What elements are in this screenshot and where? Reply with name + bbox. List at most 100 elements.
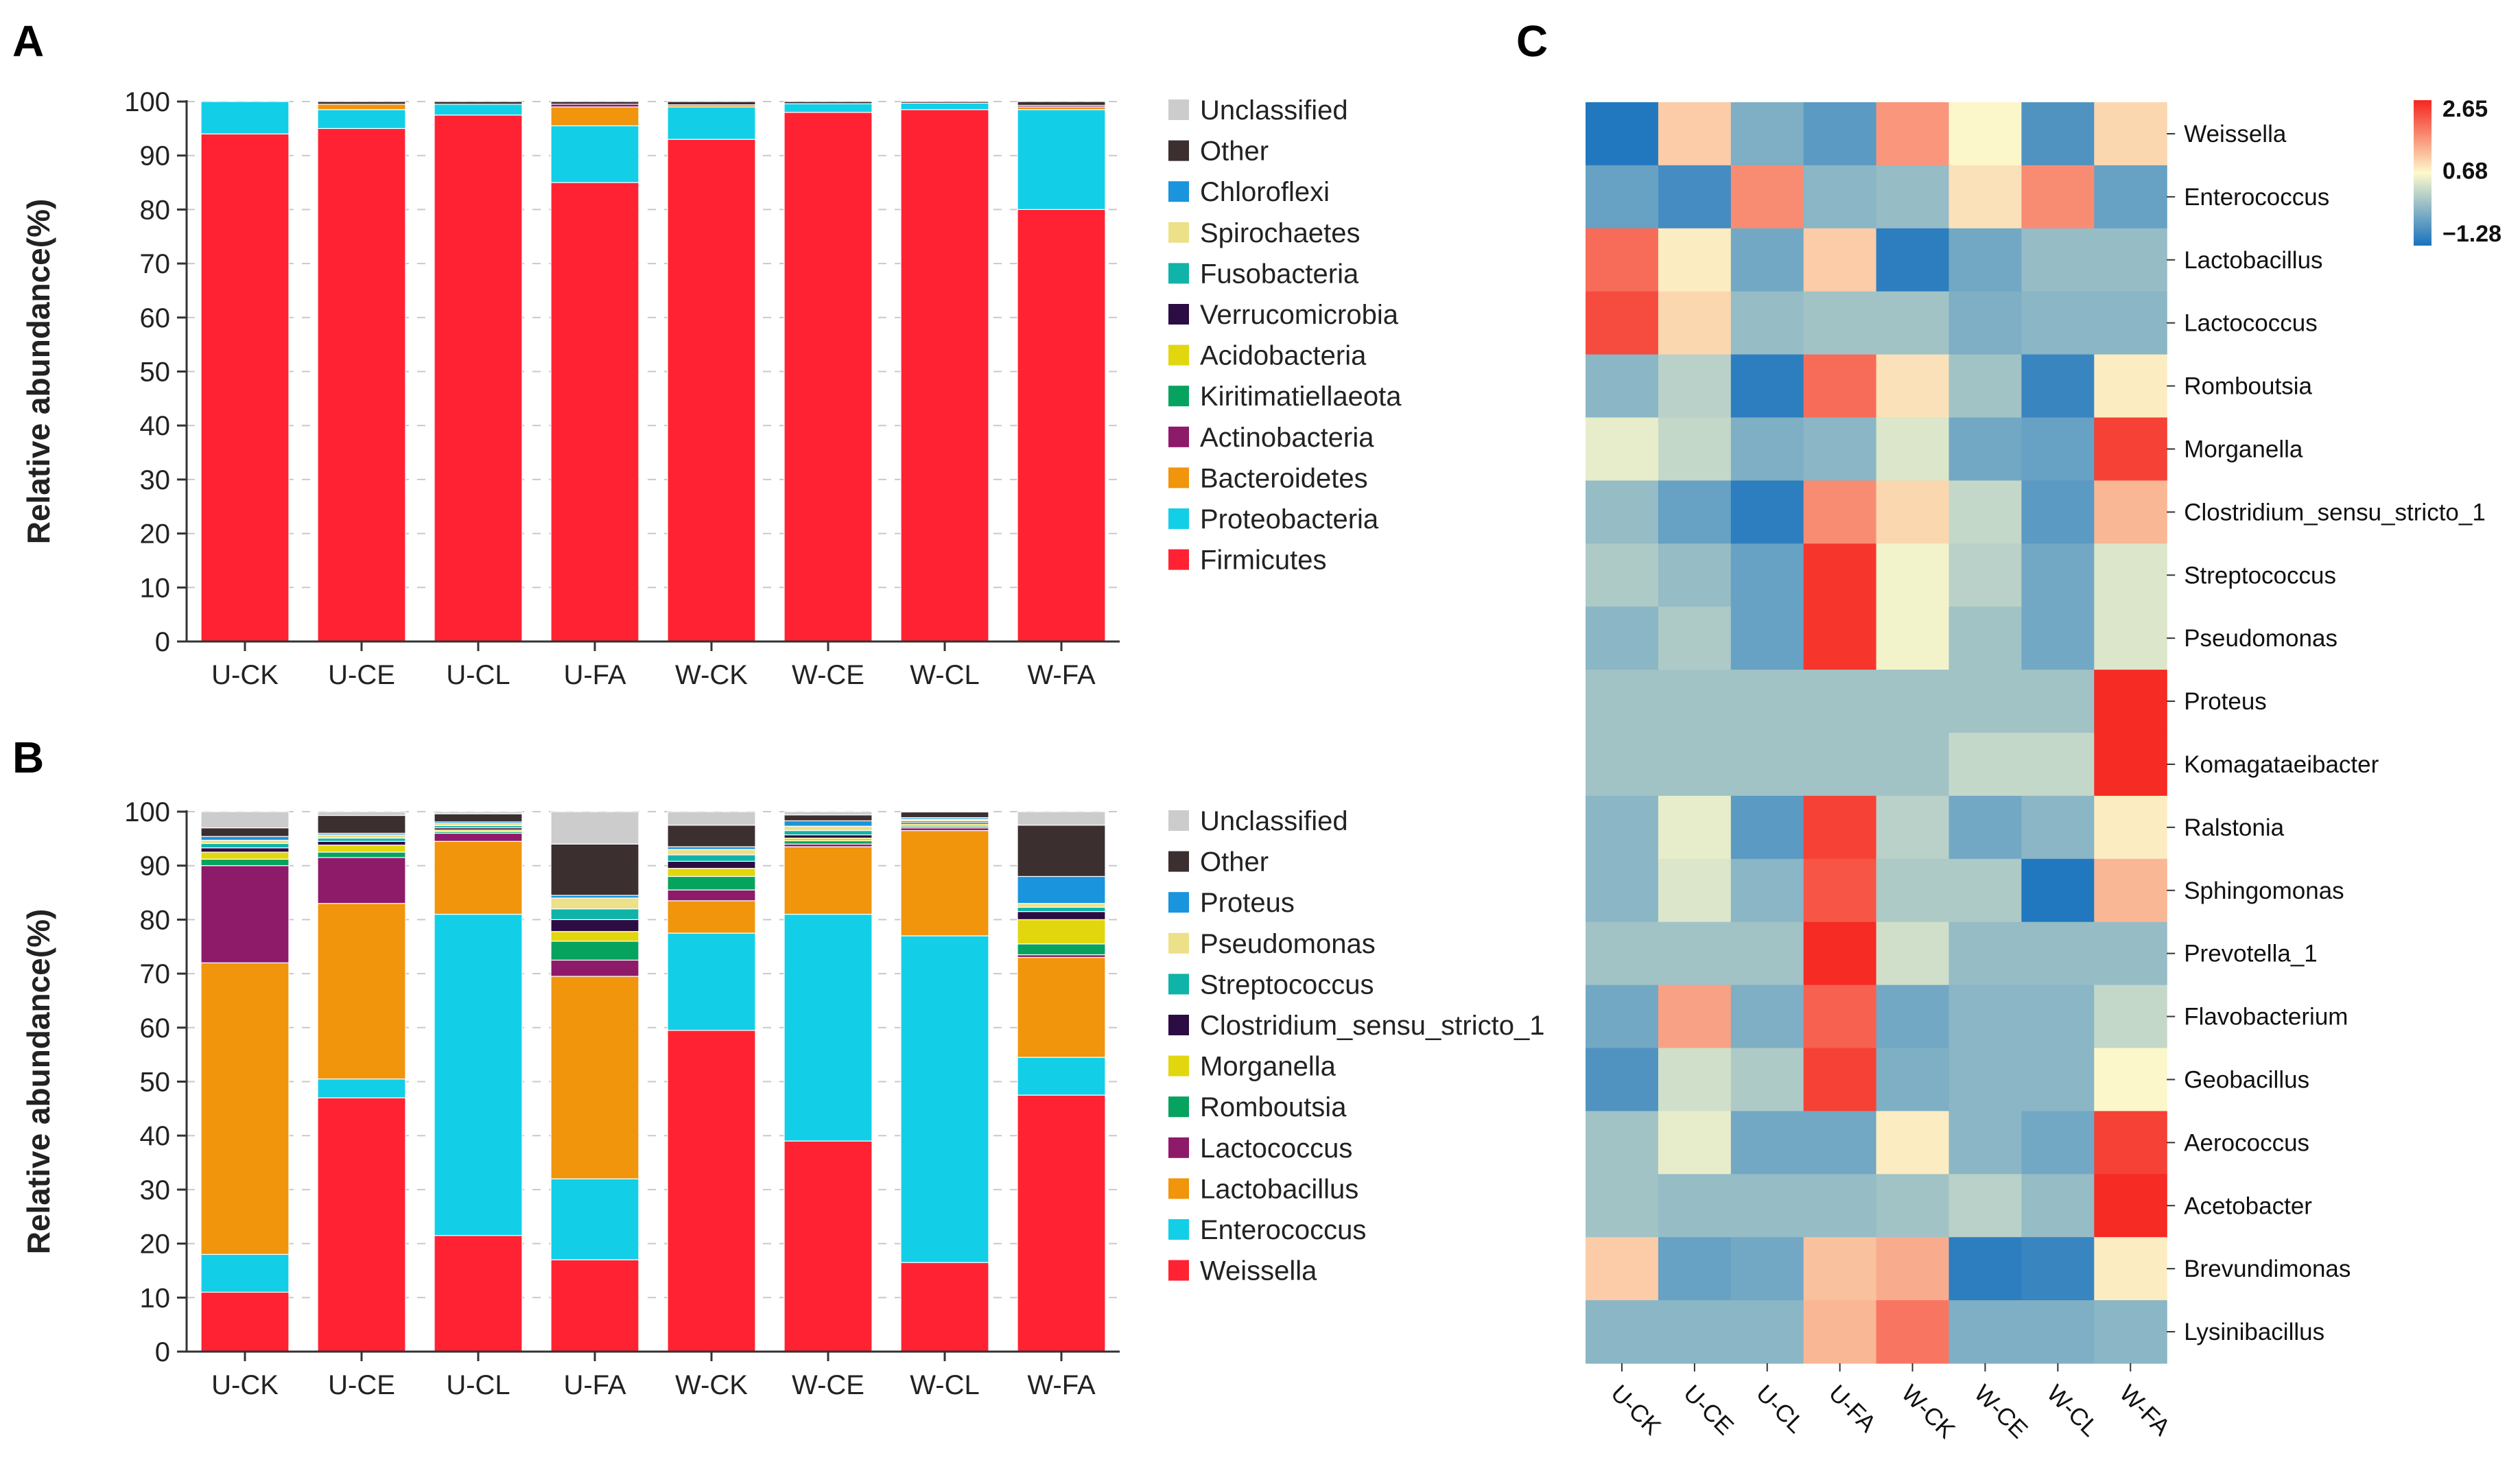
panel-b-bar-segment-weissella <box>1017 1094 1106 1352</box>
heatmap-cell <box>1803 607 1877 670</box>
panel-b-legend-label: Enterococcus <box>1200 1215 1366 1245</box>
heatmap-row-label: Clostridium_sensu_stricto_1 <box>2184 499 2486 526</box>
heatmap-cell <box>1586 543 1659 607</box>
heatmap-cell <box>1876 291 1950 355</box>
heatmap-cell <box>2094 670 2167 733</box>
panel-b-y-tick-label: 20 <box>140 1229 171 1260</box>
heatmap-cell <box>1803 795 1877 860</box>
heatmap-cell <box>2094 354 2167 419</box>
panel-b-legend-label: Unclassified <box>1200 806 1348 836</box>
heatmap-cell <box>2094 1174 2167 1238</box>
panel-b-bar-segment-romboutsia <box>667 875 756 891</box>
panel-a-bar-segment-firmicutes <box>317 128 406 642</box>
heatmap-cell <box>1803 480 1877 544</box>
heatmap-cell <box>2094 607 2167 670</box>
panel-b-x-tick-label: W-FA <box>1027 1370 1096 1400</box>
heatmap-cell <box>1876 165 1950 229</box>
heatmap-cell <box>2021 228 2095 292</box>
panel-b-bar-segment-lactobacillus <box>317 903 406 1080</box>
panel-b-bar-segment-pseudomonas <box>667 849 756 856</box>
panel-b-bar-segment-morganella <box>1017 919 1106 945</box>
panel-a-legend-swatch <box>1168 99 1189 120</box>
heatmap-cell <box>1948 670 2022 733</box>
panel-a-bar-segment-other <box>784 101 873 104</box>
panel-b-bar-segment-romboutsia <box>1017 943 1106 956</box>
panel-a-bar-segment-other <box>667 101 756 106</box>
panel-b-bar-segment-lactococcus <box>434 832 523 842</box>
panel-b-bar-segment-unclassified <box>434 811 523 814</box>
panel-b-legend-swatch <box>1168 851 1189 872</box>
panel-b-bar-segment-pseudomonas <box>1017 903 1106 908</box>
heatmap-cell <box>1803 733 1877 797</box>
heatmap-cell <box>1948 165 2022 229</box>
heatmap-cell <box>2021 733 2095 797</box>
heatmap-row-label: Sphingomonas <box>2184 878 2344 904</box>
panel-b-bar-segment-unclassified <box>667 811 756 826</box>
heatmap-cell <box>2094 543 2167 607</box>
heatmap-cell <box>1948 1048 2022 1111</box>
heatmap-cell <box>2021 102 2095 166</box>
panel-b-y-tick-label: 60 <box>140 1013 171 1044</box>
heatmap-cell <box>1948 921 2022 986</box>
panel-b-bar-segment-enterococcus <box>434 913 523 1236</box>
panel-b-y-tick-label: 70 <box>140 959 171 989</box>
panel-a-bar-segment-bacteroidetes <box>550 106 639 127</box>
panel-b-x-tick-label: U-CE <box>328 1370 395 1400</box>
heatmap-cell <box>1876 1111 1950 1175</box>
panel-b-bar-segment-clostridium-sensu-stricto-1 <box>200 847 290 853</box>
heatmap-row-label: Geobacillus <box>2184 1066 2309 1093</box>
panel-b-bar-segment-other <box>434 813 523 823</box>
heatmap-cell <box>1948 102 2022 166</box>
heatmap-cell <box>1803 921 1877 986</box>
heatmap-cell <box>1876 858 1950 923</box>
heatmap-cell <box>1586 480 1659 544</box>
panel-b-bar-segment-enterococcus <box>550 1178 639 1260</box>
panel-a-bar-segment-firmicutes <box>667 139 756 642</box>
heatmap-cell <box>1803 1111 1877 1175</box>
panel-b-legend-swatch <box>1168 1096 1189 1118</box>
heatmap-cell <box>1948 607 2022 670</box>
panel-b-y-tick-label: 50 <box>140 1068 171 1098</box>
panel-b-bar-segment-other <box>900 811 989 819</box>
panel-a-letter: A <box>12 16 44 66</box>
panel-b-bar-segment-unclassified <box>784 811 873 816</box>
panel-b-bar-segment-enterococcus <box>317 1078 406 1098</box>
heatmap-cell <box>1876 354 1950 419</box>
colorbar <box>2414 100 2431 246</box>
panel-a-x-tick-label: U-CK <box>211 660 279 690</box>
heatmap-cell <box>1730 543 1804 607</box>
heatmap-cell <box>2021 354 2095 419</box>
heatmap-cell <box>1803 1300 1877 1364</box>
panel-b-bar-segment-unclassified <box>550 811 639 845</box>
heatmap-cell <box>1803 354 1877 419</box>
heatmap-cell <box>2094 795 2167 860</box>
heatmap-cell <box>1730 733 1804 797</box>
heatmap-row-label: Pseudomonas <box>2184 625 2338 652</box>
heatmap-cell <box>1876 985 1950 1049</box>
panel-a-bar-segment-proteobacteria <box>667 106 756 140</box>
heatmap-cell <box>1803 543 1877 607</box>
heatmap-cell <box>1586 921 1659 986</box>
heatmap-row-label: Lysinibacillus <box>2184 1319 2324 1345</box>
heatmap-row-label: Acetobacter <box>2184 1192 2312 1219</box>
heatmap-cell <box>1658 733 1732 797</box>
heatmap-cell <box>1586 1174 1659 1238</box>
heatmap-cell <box>2021 165 2095 229</box>
panel-b-legend-label: Lactococcus <box>1200 1133 1352 1164</box>
colorbar-label: 2.65 <box>2442 96 2488 122</box>
panel-b-bar-segment-lactobacillus <box>667 900 756 934</box>
panel-b-bar-segment-lactococcus <box>317 857 406 904</box>
panel-b-bar-segment-romboutsia <box>550 941 639 961</box>
heatmap-cell <box>1586 795 1659 860</box>
heatmap-cell <box>1658 291 1732 355</box>
panel-a-legend-swatch <box>1168 181 1189 202</box>
panel-b-bar-segment-lactobacillus <box>200 962 290 1255</box>
heatmap-cell <box>1948 354 2022 419</box>
panel-a-x-tick-label: W-CE <box>792 660 864 690</box>
panel-b-bar-segment-streptococcus <box>1017 906 1106 912</box>
panel-a-bar-segment-proteobacteria <box>1017 109 1106 210</box>
panel-b-letter: B <box>12 733 44 782</box>
heatmap-cell <box>1730 858 1804 923</box>
panel-b-y-tick-label: 10 <box>140 1283 171 1313</box>
